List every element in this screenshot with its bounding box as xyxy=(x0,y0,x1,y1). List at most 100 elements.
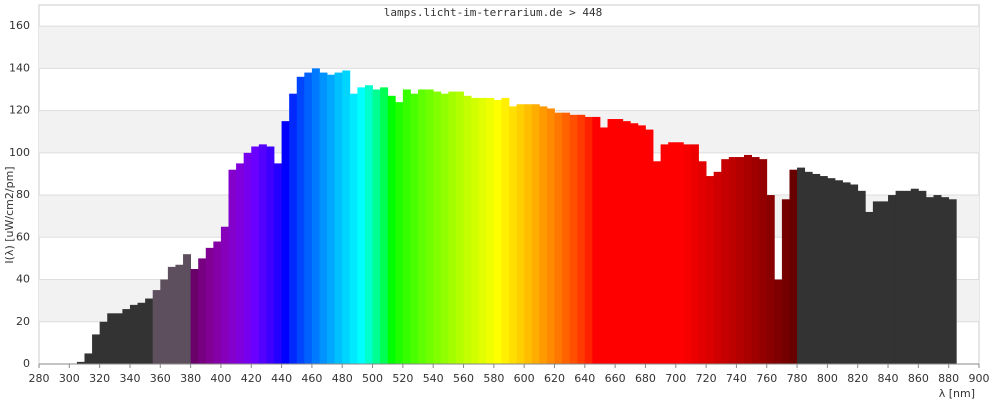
spectrum-bar xyxy=(296,76,305,365)
spectrum-bar xyxy=(122,309,131,364)
spectrum-bar xyxy=(857,190,866,364)
x-tick-label: 460 xyxy=(301,372,322,385)
spectrum-bar xyxy=(941,197,950,364)
spectrum-bar xyxy=(918,190,927,364)
x-tick-label: 400 xyxy=(210,372,231,385)
x-tick-label: 520 xyxy=(392,372,413,385)
spectrum-bar xyxy=(493,100,502,364)
spectrum-bar xyxy=(834,180,843,364)
spectrum xyxy=(76,68,957,365)
x-tick-label: 420 xyxy=(241,372,262,385)
spectrum-bar xyxy=(599,127,608,364)
spectrum-bar xyxy=(418,89,427,365)
spectrum-bar xyxy=(865,211,874,364)
spectrum-bar xyxy=(524,104,533,365)
spectrum-bar xyxy=(910,188,919,364)
spectrum-bar xyxy=(402,89,411,365)
spectrum-bar xyxy=(243,152,252,364)
spectrum-bar xyxy=(99,321,108,364)
spectrum-bar xyxy=(562,112,571,364)
spectrum-bar xyxy=(592,116,601,365)
x-tick-label: 540 xyxy=(423,372,444,385)
y-tick-label: 20 xyxy=(16,315,30,328)
y-tick-label: 100 xyxy=(9,146,30,159)
spectrum-bar xyxy=(759,159,768,364)
x-tick-label: 780 xyxy=(787,372,808,385)
spectrum-bar xyxy=(251,146,260,364)
spectrum-bar xyxy=(319,72,328,364)
spectrum-bar xyxy=(645,129,654,364)
spectrum-bar xyxy=(137,302,146,364)
spectrum-bar xyxy=(751,157,760,364)
spectrum-bar xyxy=(933,195,942,364)
spectrum-bar xyxy=(160,279,169,364)
grid-band xyxy=(39,26,979,69)
x-tick-label: 340 xyxy=(119,372,140,385)
x-tick-label: 680 xyxy=(635,372,656,385)
spectrum-bar xyxy=(903,190,912,364)
x-tick-label: 820 xyxy=(847,372,868,385)
spectrum-bar xyxy=(84,353,93,364)
spectrum-bar xyxy=(258,144,267,364)
spectrum-bar xyxy=(304,72,313,364)
spectrum-bar xyxy=(175,264,184,364)
spectrum-bar xyxy=(114,313,123,364)
x-tick-label: 800 xyxy=(817,372,838,385)
spectrum-bar xyxy=(683,144,692,364)
x-tick-label: 880 xyxy=(938,372,959,385)
spectrum-bar xyxy=(721,159,730,364)
x-tick-label: 720 xyxy=(696,372,717,385)
spectrum-bar xyxy=(349,93,358,364)
x-tick-label: 380 xyxy=(180,372,201,385)
spectrum-bar xyxy=(509,106,517,364)
spectrum-bar xyxy=(486,97,495,364)
spectrum-bar xyxy=(554,112,563,364)
x-tick-label: 500 xyxy=(362,372,383,385)
x-tick-label: 300 xyxy=(59,372,80,385)
spectrum-bar xyxy=(531,104,540,365)
x-tick-label: 860 xyxy=(908,372,929,385)
spectrum-bar xyxy=(842,182,851,364)
chart-title: lamps.licht-im-terrarium.de > 448 xyxy=(384,6,603,19)
spectrum-bar xyxy=(145,298,154,364)
spectrum-bar xyxy=(198,258,207,364)
spectrum-bar xyxy=(107,313,116,364)
spectrum-bar xyxy=(478,97,487,364)
spectrum-bar xyxy=(637,125,646,364)
spectrum-bar xyxy=(630,123,639,365)
spectrum-bar xyxy=(236,163,245,364)
spectrum-bar xyxy=(448,91,457,365)
x-tick-label: 560 xyxy=(453,372,474,385)
x-axis-label: λ [nm] xyxy=(939,387,975,400)
spectrum-bar xyxy=(274,163,282,364)
spectrum-bar xyxy=(888,195,897,364)
spectrum-bar xyxy=(425,89,434,365)
spectrum-bar xyxy=(895,190,904,364)
spectrum-bar xyxy=(395,102,404,364)
spectrum-bar xyxy=(615,119,624,364)
spectrum-bar xyxy=(690,144,699,364)
spectrum-bar xyxy=(797,167,806,364)
spectrum-bar xyxy=(433,91,442,365)
y-tick-label: 140 xyxy=(9,61,30,74)
spectrum-bar xyxy=(152,290,161,364)
spectrum-bar xyxy=(706,176,715,364)
spectrum-bar xyxy=(380,87,389,364)
spectrum-bar xyxy=(327,74,336,364)
spectrum-bar xyxy=(440,93,449,364)
spectrum-bar xyxy=(781,199,790,364)
spectrum-bar xyxy=(577,114,586,364)
spectrum-bar xyxy=(410,93,419,364)
spectrum-bar xyxy=(228,169,237,364)
spectrum-bar xyxy=(342,70,351,364)
spectrum-bar xyxy=(516,104,525,365)
spectrum-bar xyxy=(190,268,199,364)
spectrum-bar xyxy=(872,201,881,364)
spectrum-bar xyxy=(220,226,229,364)
spectrum-bar xyxy=(463,95,472,365)
spectrum-bar xyxy=(850,184,859,364)
x-tick-label: 900 xyxy=(969,372,990,385)
x-tick-label: 580 xyxy=(483,372,504,385)
y-tick-label: 80 xyxy=(16,188,30,201)
spectrum-bar xyxy=(827,178,836,364)
